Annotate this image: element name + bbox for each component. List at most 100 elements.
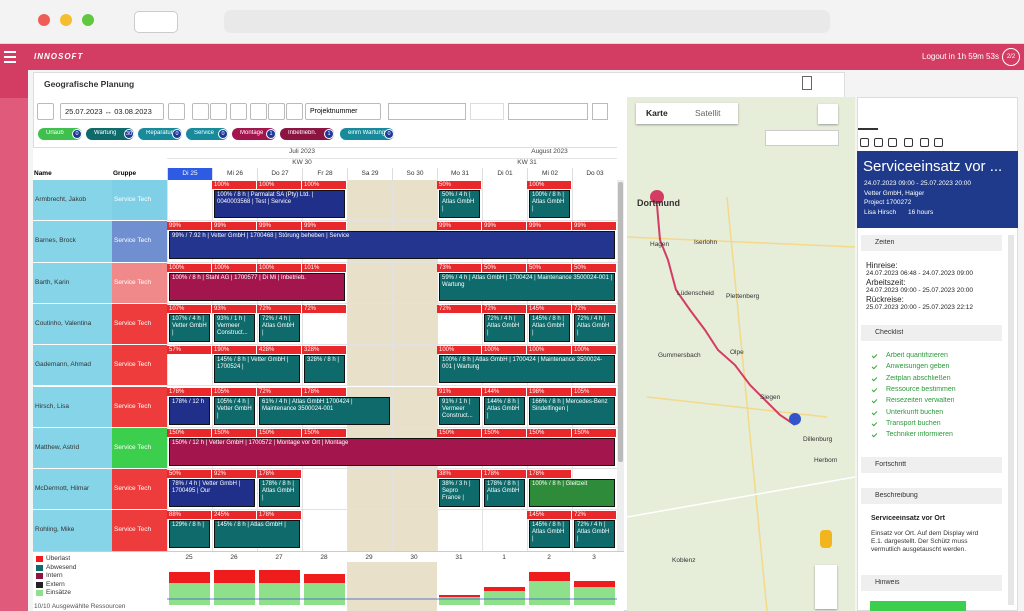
section-header[interactable]: Hinweis — [861, 575, 1002, 591]
assignment[interactable]: 61% / 4 h | Atlas GmbH 1700424 | Mainten… — [259, 396, 390, 425]
assignment[interactable]: 145% / 8 h | Atlas GmbH | — [529, 313, 570, 342]
day-cell — [437, 510, 482, 552]
assignment[interactable]: 99% / 7.92 h | Vetter GmbH | 1700468 | S… — [169, 231, 615, 260]
legend-chip[interactable]: Montage 1 — [232, 128, 276, 140]
legend-chip[interactable]: Inbetriebn. 1 — [280, 128, 334, 140]
assignment[interactable]: 145% / 8 h | Atlas GmbH | — [529, 520, 570, 549]
histogram-chart: 25 26 27 28 29 30 31 1 2 3 — [167, 554, 617, 611]
utilization: 99% — [572, 222, 616, 231]
city-label: Herborn — [814, 457, 838, 464]
details-icon[interactable] — [920, 138, 929, 147]
utilization: 150% — [167, 428, 211, 437]
day-header: So 30 — [392, 168, 437, 180]
assignment[interactable]: 144% / 8 h | Atlas GmbH | — [484, 396, 525, 425]
zoom-control[interactable] — [815, 565, 837, 609]
search-input[interactable] — [388, 103, 466, 120]
assignment[interactable]: 100% / 8 h | Atlas GmbH | 1700424 | Main… — [439, 355, 615, 384]
add-button[interactable] — [592, 103, 608, 120]
utilization: 178% — [257, 511, 301, 520]
assignment[interactable]: 93% / 1 h | Vermeer Construct... — [214, 313, 255, 342]
toolbar-button[interactable] — [168, 103, 185, 120]
assignment[interactable]: 72% / 4 h | Atlas GmbH | — [574, 313, 615, 342]
map-tab[interactable]: Karte — [646, 108, 668, 118]
filter-select[interactable] — [508, 103, 588, 120]
legend-label: Abwesend — [46, 563, 77, 571]
details-icon[interactable] — [888, 138, 897, 147]
assignment[interactable]: 105% / 4 h | Vetter GmbH | — [214, 396, 255, 425]
assignment[interactable]: 50% / 4 h | Atlas GmbH | — [439, 190, 480, 218]
utilization: 145% — [527, 511, 571, 520]
utilization: 88% — [167, 511, 211, 520]
sidebar-toggle[interactable] — [0, 70, 28, 98]
assignment[interactable]: 107% / 4 h | Vetter GmbH | — [169, 313, 210, 342]
group-cell: Service Tech — [112, 262, 167, 304]
assignment[interactable]: 72% / 4 h | Atlas GmbH | — [574, 520, 615, 549]
grid-header — [33, 147, 617, 180]
map-tab[interactable]: Satellit — [695, 108, 721, 118]
toolbar-button[interactable] — [192, 103, 209, 120]
assignment[interactable]: 72% / 4 h | Atlas GmbH | — [259, 313, 300, 342]
assignment[interactable]: 129% / 8 h | — [169, 520, 210, 549]
legend-chip[interactable]: Service 0 — [186, 128, 228, 140]
project-select[interactable]: Projektnummer — [305, 103, 381, 120]
section-header[interactable]: Checklist — [861, 325, 1002, 341]
assignment[interactable]: 328% / 8 h | — [304, 355, 345, 384]
name: Matthew, Astrid — [35, 443, 80, 451]
toolbar-button[interactable] — [210, 103, 227, 120]
toolbar-button[interactable] — [268, 103, 285, 120]
assignment[interactable]: 72% / 4 h | Atlas GmbH | — [484, 313, 525, 342]
toolbar-button[interactable] — [37, 103, 54, 120]
day-header: Mo 31 — [437, 168, 482, 180]
assignment[interactable]: 78% / 4 h | Vetter GmbH | 1700495 | Our — [169, 479, 255, 508]
assignment[interactable]: 145% / 8 h | Vetter GmbH | 1700524 | — [214, 355, 300, 384]
details-icon[interactable] — [934, 138, 943, 147]
city-label: Dortmund — [637, 198, 680, 208]
legend-chip[interactable]: Wartung 30 — [86, 128, 134, 140]
assignment[interactable]: 100% / 8 h | Stahl AG | 1700577 | Di Mi … — [169, 272, 345, 301]
date-range[interactable]: 25.07.2023 ↔ 03.08.2023 — [60, 103, 164, 120]
legend-chip[interactable]: einm Wartung 0 — [340, 128, 394, 140]
close-button[interactable] — [996, 113, 1008, 125]
details-icon[interactable] — [904, 138, 913, 147]
utilization: 105% — [572, 387, 616, 396]
toolbar-button[interactable] — [230, 103, 247, 120]
assignment[interactable]: 166% / 8 h | Mercedes-Benz Sindelfingen … — [529, 396, 615, 425]
description-title: Serviceeinsatz vor Ort — [871, 515, 945, 522]
fullscreen-button[interactable] — [818, 104, 838, 124]
assignment[interactable]: 100% / 8 h | Parmalat SA (Pty) Ltd. | 00… — [214, 190, 345, 218]
bookmark-icon — [802, 76, 812, 90]
toolbar-button[interactable] — [286, 103, 303, 120]
legend-chip[interactable]: Reparatur 0 — [138, 128, 182, 140]
assignment[interactable]: 178% / 8 h | Atlas GmbH | — [259, 479, 300, 508]
nav-buttons[interactable] — [134, 11, 178, 33]
legend-chip[interactable]: Urlaub 0 — [38, 128, 82, 140]
utilization: 73% — [437, 263, 481, 272]
assignment[interactable]: 145% / 8 h | Atlas GmbH | — [214, 520, 300, 549]
assignment[interactable]: 100% / 8 h | Gleitzeit — [529, 479, 615, 508]
assignment[interactable]: 59% / 4 h | Atlas GmbH | 1700424 | Maint… — [439, 272, 615, 301]
assignment[interactable]: 91% / 1 h | Vermeer Construct... — [439, 396, 480, 425]
section-header[interactable]: Beschreibung — [861, 488, 1002, 504]
name: Barnes, Brock — [35, 237, 76, 245]
details-icon[interactable] — [860, 138, 869, 147]
section-header[interactable]: Fortschritt — [861, 457, 1002, 473]
step-buttons[interactable] — [470, 103, 504, 120]
day-cell — [347, 345, 392, 387]
assignment[interactable]: 150% / 12 h | Vetter GmbH | 1700572 | Mo… — [169, 437, 615, 466]
user-badge[interactable]: 2/2 — [1002, 48, 1020, 66]
address-bar[interactable] — [224, 10, 830, 33]
toolbar-button[interactable] — [250, 103, 267, 120]
map-tools[interactable] — [765, 130, 839, 146]
assignment[interactable]: 178% / 12 h — [169, 396, 210, 425]
assignment[interactable]: 178% / 8 h | Atlas GmbH | — [484, 479, 525, 508]
section-header[interactable]: Zeiten — [861, 235, 1002, 251]
logout[interactable]: Logout in 1h 59m 53s — [922, 52, 999, 61]
assignment[interactable]: 38% / 3 h | Sepro France | — [439, 479, 480, 508]
details-tab[interactable] — [858, 110, 878, 130]
histogram-bar — [214, 570, 255, 583]
assignment[interactable]: 100% / 8 h | Atlas GmbH | — [529, 190, 570, 218]
day-number: 28 — [320, 554, 328, 561]
group: Service Tech — [114, 361, 152, 369]
group-cell: Service Tech — [112, 221, 167, 263]
details-icon[interactable] — [874, 138, 883, 147]
